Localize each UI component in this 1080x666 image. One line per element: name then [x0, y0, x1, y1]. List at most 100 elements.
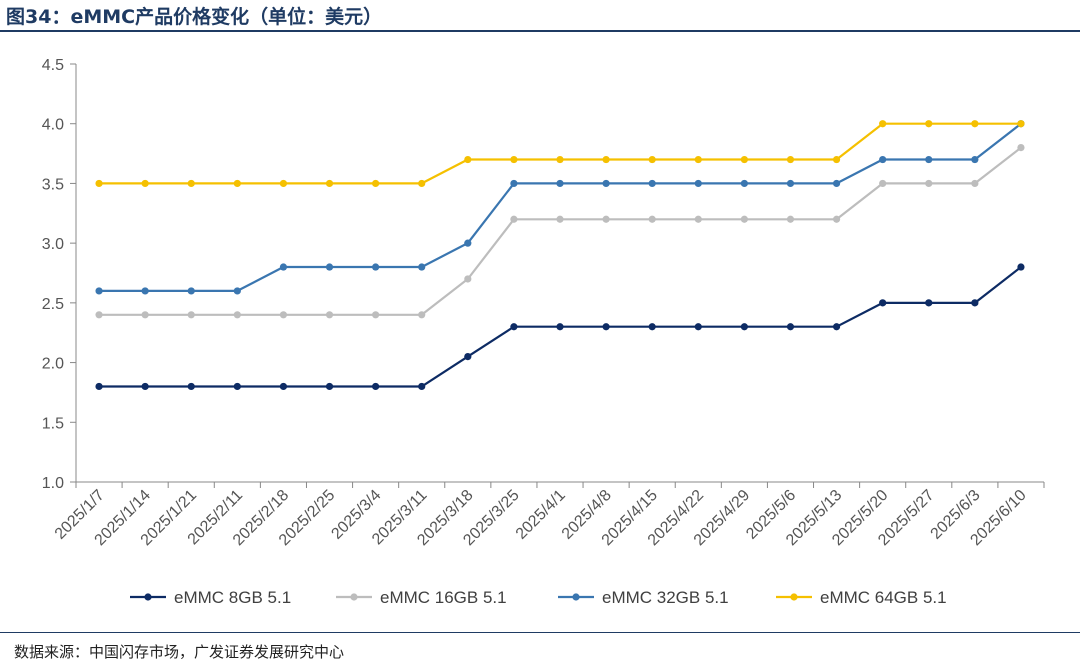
data-point [1017, 263, 1025, 271]
data-point [279, 382, 288, 391]
data-point [740, 179, 748, 188]
data-point [233, 382, 241, 391]
data-point [556, 179, 564, 188]
data-point [648, 155, 656, 164]
legend-label: eMMC 32GB 5.1 [602, 588, 729, 607]
data-point [510, 215, 518, 223]
data-point [418, 382, 426, 391]
data-point [141, 287, 149, 295]
data-point [187, 179, 195, 188]
y-tick-label: 3.0 [42, 236, 64, 253]
data-point [694, 323, 702, 331]
data-point [510, 155, 518, 164]
data-point [372, 179, 380, 188]
data-point [141, 179, 149, 188]
data-point [602, 179, 610, 188]
data-point [187, 287, 195, 295]
data-point [464, 353, 472, 361]
data-point [325, 382, 334, 391]
data-point [648, 179, 656, 188]
legend-swatch-marker [350, 593, 358, 601]
data-point [740, 215, 748, 223]
data-point [325, 179, 334, 188]
data-point [879, 120, 887, 128]
data-point [372, 263, 380, 271]
legend-label: eMMC 8GB 5.1 [174, 588, 291, 607]
data-point [95, 311, 103, 319]
data-point [786, 179, 795, 188]
y-tick-label: 1.5 [42, 415, 64, 432]
chart-axes: 1.01.52.02.53.03.54.04.52025/1/72025/1/1… [42, 57, 1045, 549]
data-point [602, 215, 610, 223]
x-tick-label: 2025/4/1 [513, 487, 569, 543]
title-rule [0, 30, 1080, 32]
data-point [95, 179, 103, 188]
data-point [971, 120, 979, 128]
data-point [1017, 120, 1025, 128]
data-point [464, 275, 472, 283]
data-point [556, 155, 564, 164]
data-point [740, 155, 748, 164]
data-point [418, 263, 426, 271]
data-point [325, 263, 334, 271]
data-point [879, 155, 887, 164]
data-point [325, 311, 334, 319]
data-point [786, 323, 795, 331]
chart-legend: eMMC 8GB 5.1 eMMC 16GB 5.1 eMMC 32GB 5.1 eM… [130, 588, 947, 607]
data-point [786, 215, 795, 223]
data-point [372, 382, 380, 391]
data-point [556, 215, 564, 223]
data-point [233, 179, 241, 188]
series-line-2 [99, 122, 1022, 292]
data-point [879, 179, 887, 188]
data-point [279, 179, 288, 188]
data-point [95, 382, 103, 391]
data-point [187, 382, 195, 391]
data-point [694, 179, 702, 188]
data-point [971, 299, 979, 307]
data-point [372, 311, 380, 319]
data-point [971, 155, 979, 164]
legend-label: eMMC 64GB 5.1 [820, 588, 947, 607]
data-point [648, 323, 656, 331]
data-point [141, 382, 149, 391]
data-point [925, 179, 933, 188]
data-point [418, 311, 426, 319]
data-point [694, 155, 702, 164]
emmc-price-line-chart: 1.01.52.02.53.03.54.04.52025/1/72025/1/1… [42, 57, 1045, 607]
data-point [832, 179, 841, 188]
data-point [464, 239, 472, 247]
data-point [832, 323, 841, 331]
data-point [1017, 144, 1025, 152]
y-tick-label: 2.0 [42, 356, 64, 373]
data-point [556, 323, 564, 331]
data-point [925, 120, 933, 128]
data-point [648, 215, 656, 223]
legend-label: eMMC 16GB 5.1 [380, 588, 507, 607]
data-point [510, 323, 518, 331]
data-point [832, 155, 841, 164]
data-point [971, 179, 979, 188]
data-point [279, 311, 288, 319]
data-point [187, 311, 195, 319]
data-point [418, 179, 426, 188]
y-tick-label: 2.5 [42, 296, 64, 313]
y-tick-label: 4.5 [42, 57, 64, 74]
data-point [464, 155, 472, 164]
data-point [279, 263, 288, 271]
data-point [233, 311, 241, 319]
data-point [925, 155, 933, 164]
y-tick-label: 3.5 [42, 176, 64, 193]
legend-swatch-marker [790, 593, 798, 601]
data-point [786, 155, 795, 164]
y-tick-label: 1.0 [42, 475, 64, 492]
data-point [832, 215, 841, 223]
legend-swatch-marker [144, 593, 152, 601]
data-point [233, 287, 241, 295]
legend-swatch-marker [572, 593, 580, 601]
series-line-3 [99, 122, 1021, 185]
figure-title: 图34：eMMC产品价格变化（单位：美元） [6, 6, 383, 28]
data-point [694, 215, 702, 223]
data-point [925, 299, 933, 307]
data-point [602, 323, 610, 331]
